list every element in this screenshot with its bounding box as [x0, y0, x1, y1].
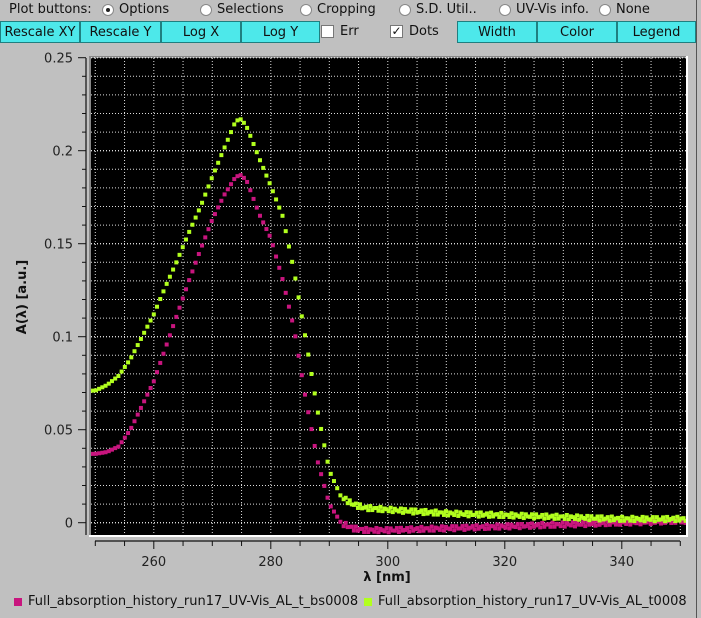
radio-label: Options [119, 2, 170, 17]
radio-cropping[interactable]: Cropping [300, 2, 376, 17]
y-tick-label: 0.15 [44, 238, 73, 253]
legend-label: Full_absorption_history_run17_UV-Vis_AL_… [378, 594, 687, 609]
y-tick-label: 0.2 [52, 145, 73, 160]
radio-icon [300, 3, 312, 16]
radio-selections[interactable]: Selections [200, 2, 284, 17]
checkbox-label: Err [340, 24, 359, 39]
window-edge [696, 0, 701, 618]
radio-none[interactable]: None [599, 2, 650, 17]
legend-item-t0008: Full_absorption_history_run17_UV-Vis_AL_… [364, 594, 687, 609]
x-tick-label: 340 [609, 555, 634, 570]
err-checkbox[interactable]: Err [321, 24, 359, 39]
legend: Full_absorption_history_run17_UV-Vis_AL_… [0, 594, 701, 612]
log-y-button[interactable]: Log Y [241, 21, 320, 43]
radio-icon [499, 3, 511, 16]
legend-swatch [14, 597, 22, 606]
radio-label: Cropping [317, 2, 376, 17]
x-tick-label: 260 [141, 555, 166, 570]
legend-button[interactable]: Legend [617, 21, 696, 43]
dots-checkbox[interactable]: ✓ Dots [390, 24, 439, 39]
radio-uvvis-info[interactable]: UV-Vis info. [499, 2, 589, 17]
rescale-xy-button[interactable]: Rescale XY [0, 21, 80, 43]
radio-icon [200, 3, 212, 16]
radio-label: UV-Vis info. [516, 2, 589, 17]
y-tick-label: 0.25 [44, 52, 73, 67]
radio-sd-util[interactable]: S.D. Util.. [399, 2, 477, 17]
plot-buttons-bar: Plot buttons: Options Selections Croppin… [0, 0, 701, 21]
radio-options[interactable]: Options [102, 2, 169, 17]
x-tick-label: 280 [258, 555, 283, 570]
y-axis-label: A(λ) [a.u.] [15, 260, 30, 334]
plot-buttons-label: Plot buttons: [9, 2, 92, 17]
radio-label: None [616, 2, 650, 17]
checkmark-icon: ✓ [390, 24, 403, 38]
radio-icon [399, 3, 411, 16]
rescale-y-button[interactable]: Rescale Y [80, 21, 161, 43]
radio-icon [599, 3, 611, 16]
y-tick-label: 0.1 [52, 331, 73, 346]
y-tick-label: 0.05 [44, 424, 73, 439]
log-x-button[interactable]: Log X [161, 21, 241, 43]
color-button[interactable]: Color [537, 21, 617, 43]
x-tick-label: 320 [492, 555, 517, 570]
radio-selected-icon [102, 3, 114, 16]
legend-swatch [364, 597, 372, 606]
x-axis-label: λ [nm] [363, 570, 410, 585]
radio-label: S.D. Util.. [416, 2, 477, 17]
checkbox-label: Dots [409, 24, 439, 39]
radio-label: Selections [217, 2, 284, 17]
x-tick-label: 300 [375, 555, 400, 570]
checkbox-icon [321, 25, 334, 38]
legend-label: Full_absorption_history_run17_UV-Vis_AL_… [28, 594, 359, 609]
width-button[interactable]: Width [457, 21, 537, 43]
data-series [91, 117, 686, 535]
y-tick-label: 0 [65, 517, 73, 532]
plot-area[interactable] [91, 58, 686, 535]
legend-item-bs0008: Full_absorption_history_run17_UV-Vis_AL_… [14, 594, 358, 609]
